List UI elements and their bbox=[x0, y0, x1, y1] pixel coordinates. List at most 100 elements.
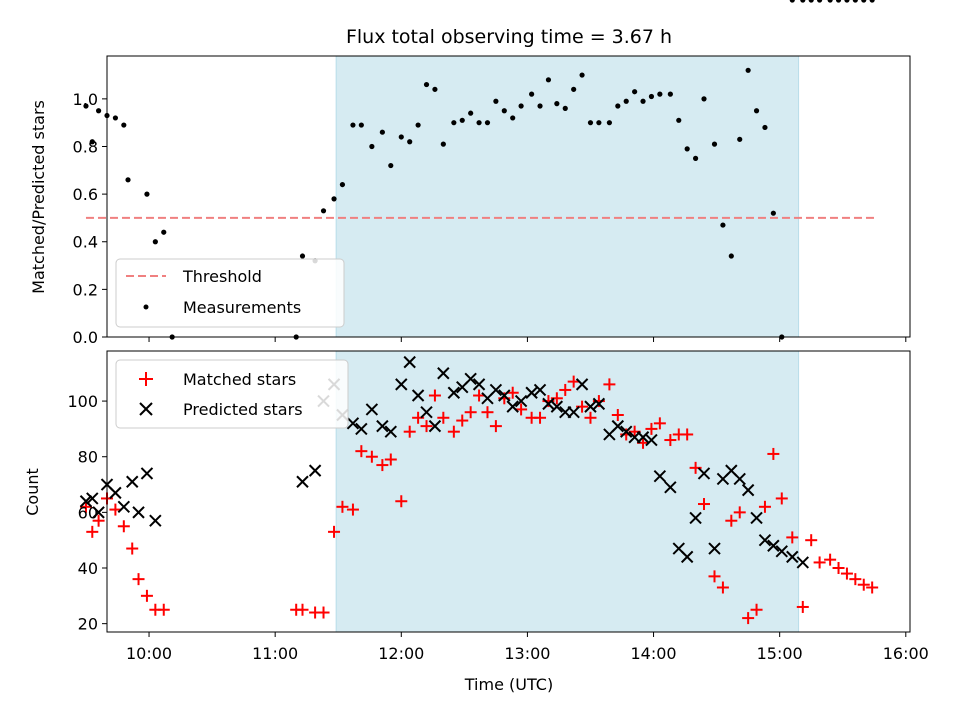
x-tick-label: 10:00 bbox=[126, 644, 172, 663]
measurement-point bbox=[415, 122, 421, 128]
predicted-point bbox=[149, 514, 162, 527]
measurement-point bbox=[720, 222, 726, 228]
measurement-point bbox=[554, 101, 560, 107]
measurement-point bbox=[83, 103, 89, 109]
matched-point bbox=[758, 500, 771, 513]
matched-point bbox=[840, 567, 853, 580]
matched-point bbox=[346, 503, 359, 516]
matched-point bbox=[355, 445, 368, 458]
measurement-point bbox=[161, 229, 167, 235]
measurement-point bbox=[369, 143, 375, 150]
measurement-point bbox=[640, 98, 646, 104]
measurement-point bbox=[684, 146, 690, 152]
predicted-point bbox=[708, 542, 721, 555]
matched-point bbox=[645, 422, 658, 435]
matched-point bbox=[140, 589, 153, 602]
predicted-point bbox=[750, 511, 763, 525]
measurement-point bbox=[623, 98, 629, 104]
measurement-point bbox=[331, 196, 337, 202]
measurement-point bbox=[711, 141, 718, 147]
predicted-point bbox=[92, 506, 105, 519]
matched-point bbox=[697, 498, 710, 511]
top-panel-frame bbox=[106, 55, 911, 338]
matched-point bbox=[805, 534, 818, 547]
matched-point bbox=[708, 570, 721, 583]
predicted-point bbox=[575, 378, 589, 391]
matched-point bbox=[506, 386, 519, 399]
measurement-point bbox=[571, 86, 577, 92]
matched-point bbox=[733, 506, 746, 519]
predicted-point bbox=[697, 467, 711, 480]
predicted-point bbox=[420, 406, 433, 419]
predicted-point bbox=[498, 389, 511, 402]
measurement-point bbox=[579, 72, 585, 78]
measurement-point bbox=[89, 139, 95, 145]
matched-point bbox=[775, 492, 788, 505]
x-tick-label: 12:00 bbox=[378, 644, 424, 663]
predicted-point bbox=[376, 419, 389, 433]
measurement-point bbox=[676, 117, 682, 123]
matched-point bbox=[296, 603, 309, 616]
measurement-point bbox=[869, 0, 875, 3]
predicted-point bbox=[296, 475, 309, 488]
matched-point bbox=[395, 495, 408, 508]
predicted-point bbox=[411, 389, 425, 402]
predicted-point bbox=[447, 386, 461, 399]
predicted-point bbox=[346, 417, 360, 430]
matched-point bbox=[534, 411, 547, 424]
predicted-point bbox=[620, 425, 633, 438]
matched-point bbox=[813, 556, 826, 569]
measurement-point bbox=[398, 134, 404, 140]
measurement-point bbox=[808, 0, 814, 3]
predicted-point bbox=[664, 481, 677, 494]
measurement-point bbox=[407, 139, 413, 145]
top-panel-highlight bbox=[335, 55, 800, 338]
predicted-point bbox=[584, 400, 597, 413]
predicted-point bbox=[733, 472, 746, 486]
matched-point bbox=[365, 450, 378, 463]
predicted-point bbox=[796, 556, 810, 569]
measurement-point bbox=[299, 253, 306, 259]
matched-point bbox=[866, 581, 879, 594]
measurement-point bbox=[827, 0, 833, 3]
measurement-point bbox=[510, 115, 516, 121]
matched-point bbox=[824, 553, 837, 566]
measurement-point bbox=[432, 86, 438, 92]
predicted-point bbox=[533, 383, 547, 397]
measurement-point bbox=[152, 239, 158, 245]
matched-point bbox=[132, 573, 145, 586]
matched-point bbox=[456, 414, 469, 427]
y-tick-label: 20 bbox=[78, 615, 98, 634]
measurement-point bbox=[388, 162, 394, 169]
matched-point bbox=[849, 573, 862, 586]
measurement-point bbox=[121, 122, 127, 128]
matched-point bbox=[437, 411, 450, 424]
predicted-point bbox=[567, 406, 580, 419]
predicted-point bbox=[132, 506, 145, 519]
matched-point bbox=[403, 425, 416, 438]
y-tick-label: 80 bbox=[78, 448, 98, 467]
bottom-panel: 20 40 60 80 100 10:00 11:00 12:00 13:00 14:00 15:… bbox=[23, 350, 929, 694]
measurement-point bbox=[852, 0, 858, 3]
legend-matched-label: Matched stars bbox=[183, 370, 296, 389]
predicted-point bbox=[437, 367, 450, 380]
matched-point bbox=[79, 500, 92, 513]
predicted-point bbox=[140, 467, 154, 480]
matched-point bbox=[742, 612, 755, 625]
measurement-point bbox=[648, 93, 655, 100]
measurement-point bbox=[537, 103, 543, 109]
measurement-point bbox=[861, 0, 867, 3]
matched-point bbox=[489, 420, 502, 433]
bottom-legend: Matched stars Predicted stars bbox=[115, 359, 349, 429]
matched-point bbox=[716, 581, 729, 594]
matched-point bbox=[328, 525, 341, 538]
predicted-point bbox=[506, 400, 519, 413]
x-tick-label: 15:00 bbox=[757, 644, 803, 663]
predicted-point bbox=[514, 394, 528, 408]
measurement-point bbox=[770, 210, 776, 216]
bottom-legend-box bbox=[115, 359, 349, 429]
bottom-panel-frame bbox=[106, 350, 911, 633]
legend-measurements-label: Measurements bbox=[183, 298, 301, 317]
top-x-ticks bbox=[148, 337, 907, 342]
bottom-y-axis-label: Count bbox=[23, 468, 42, 516]
